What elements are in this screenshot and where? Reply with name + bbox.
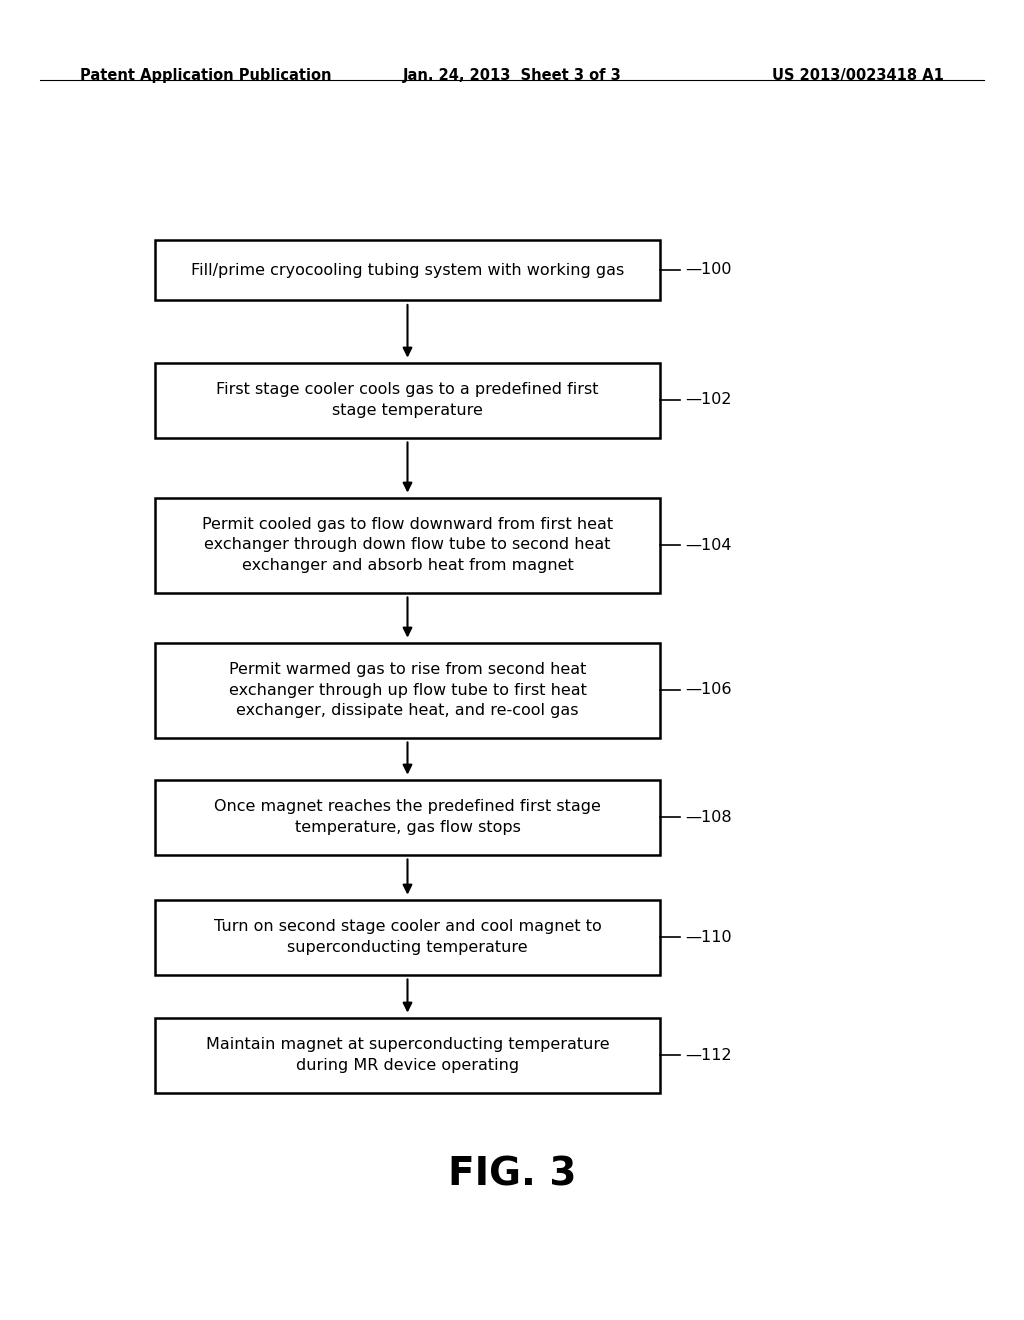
Text: Fill/prime cryocooling tubing system with working gas: Fill/prime cryocooling tubing system wit…: [190, 263, 624, 277]
Text: —110: —110: [685, 929, 731, 945]
Bar: [155, 498, 660, 593]
Text: Once magnet reaches the predefined first stage
temperature, gas flow stops: Once magnet reaches the predefined first…: [214, 800, 601, 834]
Bar: [155, 899, 660, 974]
Text: Jan. 24, 2013  Sheet 3 of 3: Jan. 24, 2013 Sheet 3 of 3: [402, 69, 622, 83]
Bar: [155, 643, 660, 738]
Text: —102: —102: [685, 392, 731, 408]
Text: FIG. 3: FIG. 3: [447, 1156, 577, 1195]
Bar: [155, 1018, 660, 1093]
Text: —112: —112: [685, 1048, 731, 1063]
Bar: [155, 363, 660, 437]
Text: Turn on second stage cooler and cool magnet to
superconducting temperature: Turn on second stage cooler and cool mag…: [214, 919, 601, 954]
Text: Maintain magnet at superconducting temperature
during MR device operating: Maintain magnet at superconducting tempe…: [206, 1038, 609, 1073]
Text: Permit cooled gas to flow downward from first heat
exchanger through down flow t: Permit cooled gas to flow downward from …: [202, 517, 613, 573]
Bar: [155, 780, 660, 854]
Text: Permit warmed gas to rise from second heat
exchanger through up flow tube to fir: Permit warmed gas to rise from second he…: [228, 663, 587, 718]
Bar: [155, 240, 660, 300]
Text: Patent Application Publication: Patent Application Publication: [80, 69, 332, 83]
Text: —106: —106: [685, 682, 731, 697]
Text: US 2013/0023418 A1: US 2013/0023418 A1: [772, 69, 944, 83]
Text: —108: —108: [685, 809, 731, 825]
Text: —100: —100: [685, 263, 731, 277]
Text: —104: —104: [685, 537, 731, 553]
Text: First stage cooler cools gas to a predefined first
stage temperature: First stage cooler cools gas to a predef…: [216, 383, 599, 417]
